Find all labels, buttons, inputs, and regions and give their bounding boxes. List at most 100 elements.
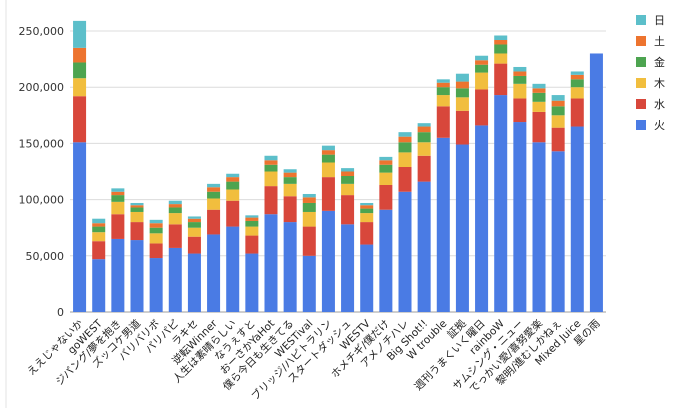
bar-segment [436, 95, 450, 107]
bar-segment [226, 177, 240, 182]
bar-segment [417, 155, 431, 182]
bar-segment [168, 207, 182, 214]
bar-segment [494, 39, 508, 45]
bar-segment [264, 155, 278, 161]
y-tick-label: 150,000 [19, 137, 65, 150]
bar-segment [513, 66, 527, 72]
bar-segment [360, 244, 374, 312]
bar-segment [73, 47, 87, 63]
bar-segment [417, 132, 431, 143]
y-tick-label: 0 [57, 306, 64, 319]
bar-segment [570, 87, 584, 99]
legend-label: 火 [654, 119, 665, 132]
bar-segment [417, 123, 431, 127]
bar-segment [360, 222, 374, 245]
bar-segment [513, 122, 527, 312]
y-axis-ticks: 0 50,000 100,000 150,000 200,000 250,000 [19, 25, 65, 319]
legend-label: 水 [654, 98, 665, 111]
bar-segment [73, 78, 87, 97]
bar-segment [245, 235, 259, 254]
bar-segment [283, 222, 297, 312]
bar-segment [455, 88, 469, 98]
bar-segment [130, 222, 144, 241]
bar-segment [283, 196, 297, 223]
bar-segment [532, 142, 546, 312]
bar-segment [570, 126, 584, 312]
bar-segment [302, 255, 316, 312]
bar-segment [475, 89, 489, 126]
bar-segment [264, 171, 278, 187]
bar-segment [92, 232, 106, 242]
bar-segment [494, 63, 508, 96]
bar-segment [398, 142, 412, 153]
bar-segment [187, 222, 201, 228]
bar-segment [436, 82, 450, 88]
y-tick-label: 50,000 [26, 250, 65, 263]
bar-segment [111, 214, 125, 239]
bar-segment [321, 162, 335, 178]
bar-segment [360, 213, 374, 223]
bar-segment [398, 167, 412, 192]
bar-segment [341, 224, 355, 312]
bar-segment [73, 20, 87, 48]
bar-segment [226, 173, 240, 178]
legend-label: 金 [654, 55, 665, 69]
bar-segment [417, 181, 431, 312]
bar-segment [494, 95, 508, 313]
bar-segment [149, 243, 163, 259]
bar-segment [532, 83, 546, 89]
bar-segment [379, 164, 393, 173]
bar-segment [398, 152, 412, 168]
y-tick-label: 100,000 [19, 194, 65, 207]
bar-segment [149, 227, 163, 234]
bar-segment [149, 219, 163, 224]
bar-segment [130, 211, 144, 223]
bar-segment [207, 209, 221, 235]
bar-segment [130, 202, 144, 206]
bar-segment [207, 183, 221, 188]
bar-segment [111, 201, 125, 215]
bar-segment [245, 226, 259, 236]
bar-segment [226, 189, 240, 201]
bar-segment [551, 95, 565, 101]
bar-segment [475, 64, 489, 73]
bar-segment [455, 110, 469, 145]
bar-segment [436, 106, 450, 138]
bar-segment [398, 132, 412, 137]
bar-segment [379, 172, 393, 185]
bar-segment [341, 175, 355, 184]
bar-segment [207, 187, 221, 192]
bar-segment [187, 216, 201, 219]
bar-segment [455, 81, 469, 89]
bar-segment [226, 181, 240, 190]
bar-segment [475, 55, 489, 61]
bar-segment [187, 227, 201, 237]
bar-segment [513, 75, 527, 84]
legend-swatch [636, 57, 646, 67]
legend-label: 木 [654, 77, 665, 90]
bar-segment [341, 183, 355, 196]
bar-segment [207, 198, 221, 210]
bars [73, 20, 603, 313]
bar-segment [92, 241, 106, 260]
bar-segment [187, 236, 201, 254]
bar-segment [417, 126, 431, 133]
bar-segment [494, 53, 508, 64]
bar-segment [455, 144, 469, 312]
bar-segment [111, 238, 125, 312]
bar-segment [341, 195, 355, 225]
bar-segment [532, 101, 546, 112]
bar-segment [73, 62, 87, 79]
bar-segment [302, 193, 316, 198]
bar-segment [283, 169, 297, 173]
bar-segment [264, 160, 278, 165]
bar-segment [168, 224, 182, 248]
bar-segment [551, 106, 565, 116]
legend-swatch [636, 99, 646, 109]
bar-segment [341, 171, 355, 176]
bar-segment [436, 137, 450, 312]
bar-segment [226, 226, 240, 312]
bar-segment [111, 191, 125, 196]
bar-segment [379, 184, 393, 210]
bar-segment [494, 35, 508, 40]
